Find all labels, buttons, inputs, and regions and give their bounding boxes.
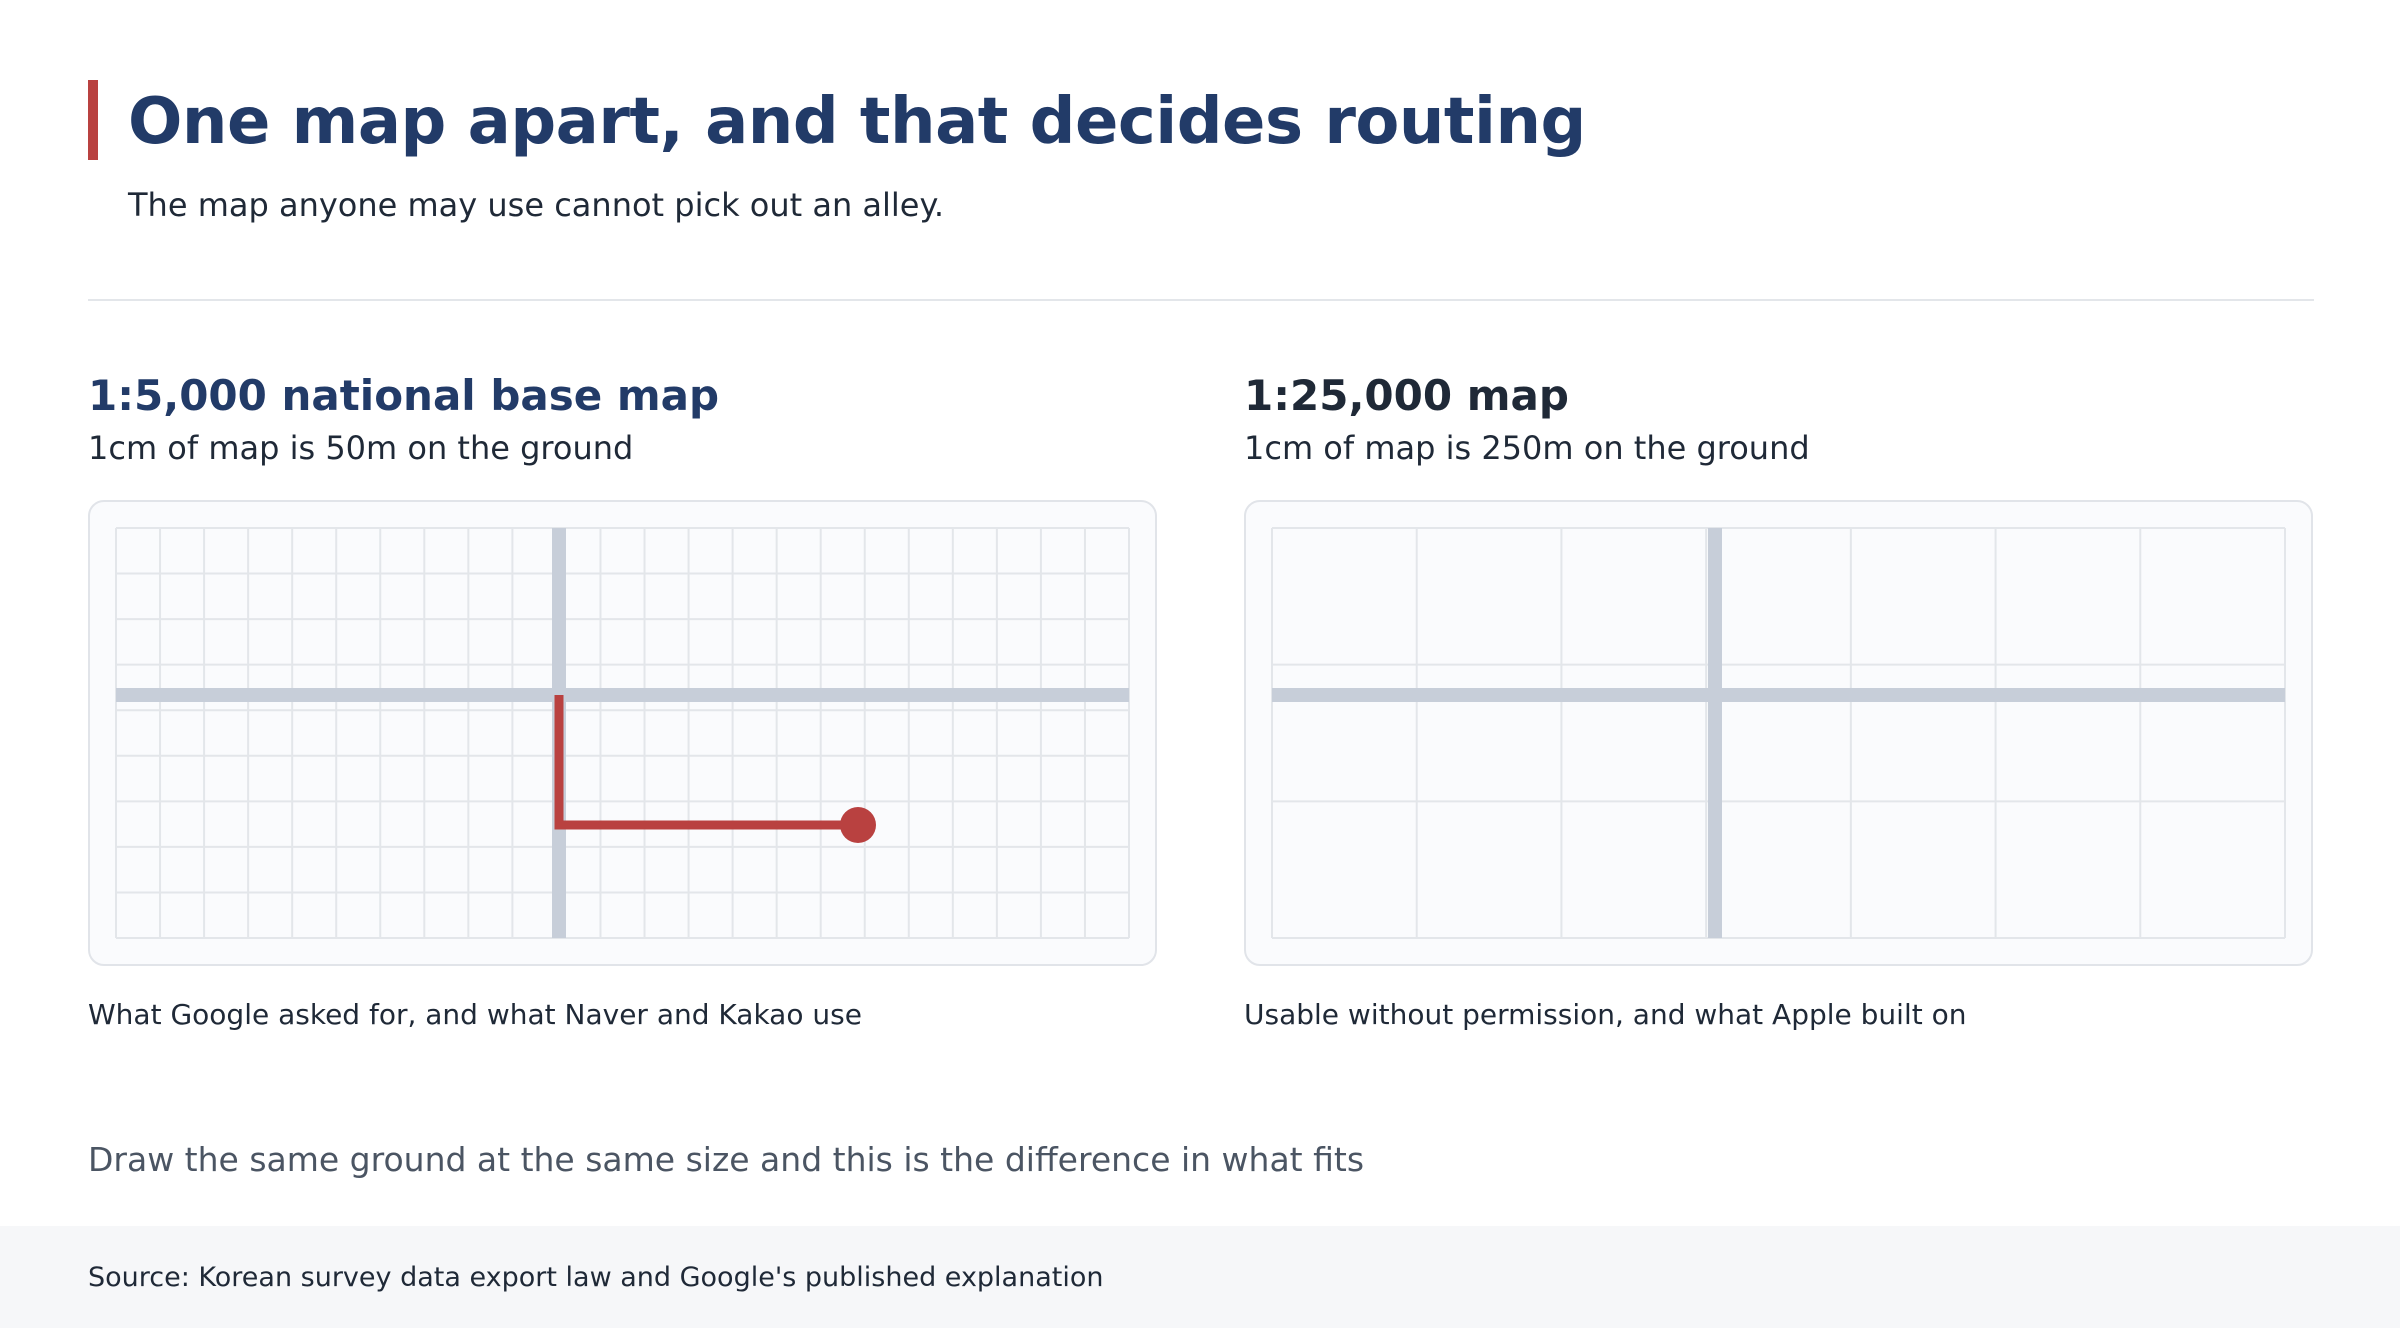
route-path (554, 695, 858, 830)
title-accent-bar (88, 80, 98, 160)
header-divider (88, 299, 2314, 301)
source-text: Source: Korean survey data export law an… (88, 1262, 1104, 1293)
map-illustration-1-5000 (88, 500, 1157, 966)
panel-caption: What Google asked for, and what Naver an… (88, 998, 862, 1031)
panel-title: 1:25,000 map (1244, 371, 1569, 420)
panel-subtitle: 1cm of map is 50m on the ground (88, 429, 634, 467)
route-destination-marker (840, 807, 876, 843)
page-subtitle: The map anyone may use cannot pick out a… (128, 186, 945, 224)
panel-caption: Usable without permission, and what Appl… (1244, 998, 1967, 1031)
map-illustration-1-25000 (1244, 500, 2313, 966)
page-title: One map apart, and that decides routing (128, 85, 1586, 159)
map-grid-svg (1271, 527, 2286, 939)
panel-subtitle: 1cm of map is 250m on the ground (1244, 429, 1810, 467)
map-grid-svg (115, 527, 1130, 939)
comparison-note: Draw the same ground at the same size an… (88, 1140, 1365, 1179)
panel-1-25000: 1:25,000 map 1cm of map is 250m on the g… (1244, 370, 2313, 1031)
panel-title: 1:5,000 national base map (88, 371, 720, 420)
panel-1-5000: 1:5,000 national base map 1cm of map is … (88, 370, 1157, 1031)
footer: Source: Korean survey data export law an… (0, 1226, 2400, 1328)
